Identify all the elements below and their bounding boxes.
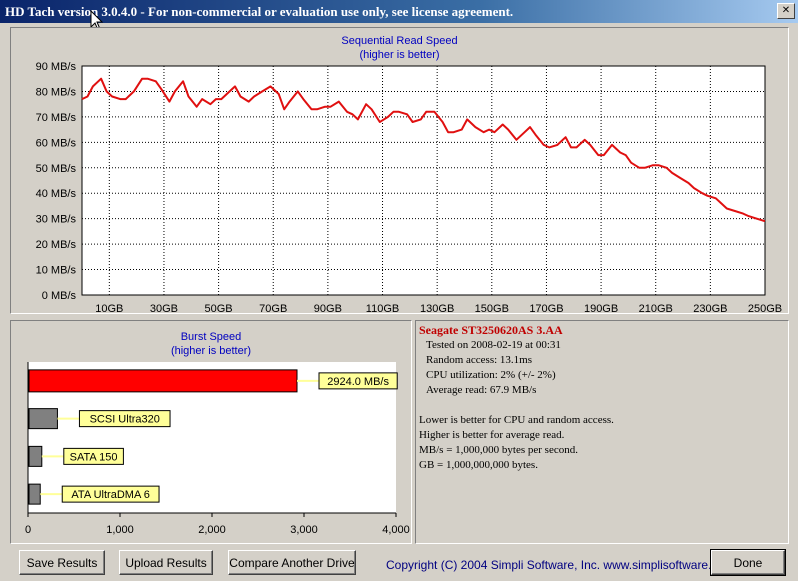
y-tick-label: 90 MB/s	[36, 61, 77, 73]
burst-subtitle: (higher is better)	[170, 345, 252, 357]
drive-model: Seagate ST3250620AS 3.AA	[419, 323, 563, 337]
bar-label: SCSI Ultra320	[90, 414, 160, 426]
bar-label: SATA 150	[70, 451, 118, 463]
x-tick-label: 90GB	[314, 303, 342, 315]
reference-bar	[28, 483, 41, 505]
sequential-title: Sequential Read Speed	[341, 35, 458, 47]
y-tick-label: 30 MB/s	[36, 214, 77, 226]
sequential-subtitle: (higher is better)	[359, 49, 440, 61]
y-tick-label: 20 MB/s	[36, 239, 77, 251]
burst-bar	[28, 369, 298, 393]
tested-date: Tested on 2008-02-19 at 00:31	[426, 339, 561, 351]
done-button[interactable]: Done	[710, 549, 786, 576]
plot-border	[81, 65, 766, 296]
burst-title: Burst Speed	[180, 331, 242, 343]
average-read: Average read: 67.9 MB/s	[426, 384, 537, 396]
random-access: Random access: 13.1ms	[426, 354, 533, 366]
cpu-utilization: CPU utilization: 2% (+/- 2%)	[426, 369, 556, 381]
x-tick-label: 50GB	[205, 303, 233, 315]
x-tick-label: 30GB	[150, 303, 178, 315]
x-tick-label: 250GB	[748, 303, 782, 315]
y-tick-label: 0 MB/s	[42, 290, 77, 302]
x-tick-label: 70GB	[259, 303, 287, 315]
save-results-button[interactable]: Save Results	[19, 550, 105, 575]
y-tick-label: 50 MB/s	[36, 163, 77, 175]
note-higher-better: Higher is better for average read.	[419, 429, 565, 441]
x-tick-label: 210GB	[639, 303, 673, 315]
close-icon: ✕	[781, 5, 791, 16]
bar-label-box	[78, 410, 171, 428]
compare-another-drive-button[interactable]: Compare Another Drive	[228, 550, 356, 575]
copyright-text: Copyright (C) 2004 Simpli Software, Inc.…	[386, 558, 735, 572]
note-mbps-definition: MB/s = 1,000,000 bytes per second.	[419, 444, 578, 456]
y-tick-label: 10 MB/s	[36, 265, 77, 277]
title-bar[interactable]: HD Tach version 3.0.4.0 - For non-commer…	[0, 0, 798, 23]
close-button[interactable]: ✕	[777, 3, 795, 19]
sequential-read-chart: 0 MB/s 10 MB/s 20 MB/s 30 MB/s 40 MB/s 50 MB/…	[36, 61, 782, 315]
x-tick-label: 230GB	[693, 303, 727, 315]
note-gb-definition: GB = 1,000,000,000 bytes.	[419, 459, 538, 471]
y-tick-label: 70 MB/s	[36, 112, 77, 124]
bar-label: 2924.0 MB/s	[327, 376, 389, 388]
note-lower-better: Lower is better for CPU and random acces…	[419, 414, 614, 426]
burst-x-tick-label: 3,000	[290, 524, 318, 536]
y-tick-label: 40 MB/s	[36, 188, 77, 200]
reference-bar	[28, 445, 43, 467]
burst-speed-chart: 0 1,000 2,000 3,000 4,000 2924.0 MB/s SCSI Ult…	[25, 362, 410, 536]
x-tick-label: 150GB	[475, 303, 509, 315]
bar-label-box	[63, 447, 124, 465]
bar-label-box	[61, 485, 160, 503]
bar-label-box	[318, 372, 398, 390]
bar-label: ATA UltraDMA 6	[71, 489, 149, 501]
x-tick-label: 170GB	[529, 303, 563, 315]
y-tick-label: 80 MB/s	[36, 86, 77, 98]
window-title: HD Tach version 3.0.4.0 - For non-commer…	[5, 4, 514, 19]
drive-info-panel	[415, 320, 789, 544]
y-tick-label: 60 MB/s	[36, 137, 77, 149]
burst-x-tick-label: 1,000	[106, 524, 134, 536]
x-tick-label: 130GB	[420, 303, 454, 315]
x-tick-label: 110GB	[366, 303, 399, 315]
upload-results-button[interactable]: Upload Results	[119, 550, 213, 575]
burst-x-tick-label: 2,000	[198, 524, 226, 536]
reference-bar	[28, 408, 58, 430]
burst-speed-panel: Burst Speed (higher is better)	[10, 320, 412, 544]
x-tick-label: 10GB	[95, 303, 123, 315]
read-speed-line	[81, 77, 766, 223]
x-tick-label: 190GB	[584, 303, 618, 315]
burst-x-tick-label: 4,000	[382, 524, 410, 536]
burst-x-tick-label: 0	[25, 524, 31, 536]
